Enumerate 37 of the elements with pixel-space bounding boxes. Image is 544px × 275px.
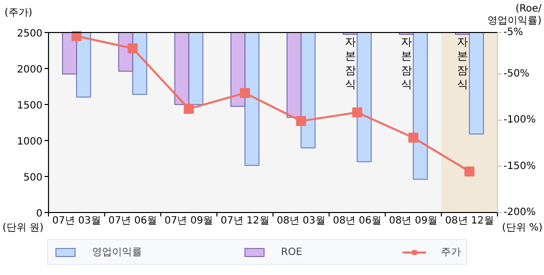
y-tick-label: 1000 — [17, 136, 43, 148]
point — [408, 132, 418, 143]
y2-tick-label: -150% — [504, 160, 536, 172]
legend-label: 주가 — [441, 246, 462, 259]
y-tick-label: 2000 — [17, 64, 43, 76]
text: (단위 %) — [502, 222, 543, 234]
point — [296, 116, 306, 126]
text: (단위 원) — [2, 222, 44, 234]
point — [72, 31, 82, 42]
y-tick-label: 1500 — [17, 100, 43, 112]
annotation: 자본잠식 — [401, 35, 412, 92]
point — [352, 107, 362, 118]
legend-label: ROE — [281, 246, 302, 258]
x-tick-label: 08년 03월 — [276, 216, 326, 226]
x-tick-label: 07년 06월 — [108, 216, 158, 226]
point — [240, 88, 250, 98]
y2-tick-label: -50% — [504, 68, 530, 80]
x-tick-label: 07년 03월 — [52, 216, 101, 226]
y2-tick-label: -200% — [504, 207, 536, 218]
y-tick-label: 0 — [36, 208, 43, 220]
point — [184, 104, 194, 114]
point — [464, 166, 474, 176]
y2-tick-label: -5% — [504, 27, 523, 38]
x-tick-label: 08년 12월 — [445, 216, 494, 226]
legend-label: 영업이익률 — [92, 246, 142, 259]
x-tick-label: 08년 06월 — [332, 216, 382, 226]
point — [128, 43, 138, 54]
y-axis-title: (주가) — [4, 8, 32, 18]
y2-axis-title: (Roe/ 영업이익률) — [488, 4, 542, 27]
y-tick-label: 500 — [23, 172, 43, 184]
annotation: 자본잠식 — [344, 35, 356, 92]
x-tick-label: 07년 12월 — [220, 216, 270, 226]
y-tick-label: 2500 — [17, 28, 43, 40]
x-tick-label: 08년 09월 — [389, 216, 438, 226]
x-tick-label: 07년 09월 — [164, 216, 214, 226]
y2-tick-label: -100% — [504, 114, 536, 126]
annotation: 자본잠식 — [457, 35, 468, 92]
